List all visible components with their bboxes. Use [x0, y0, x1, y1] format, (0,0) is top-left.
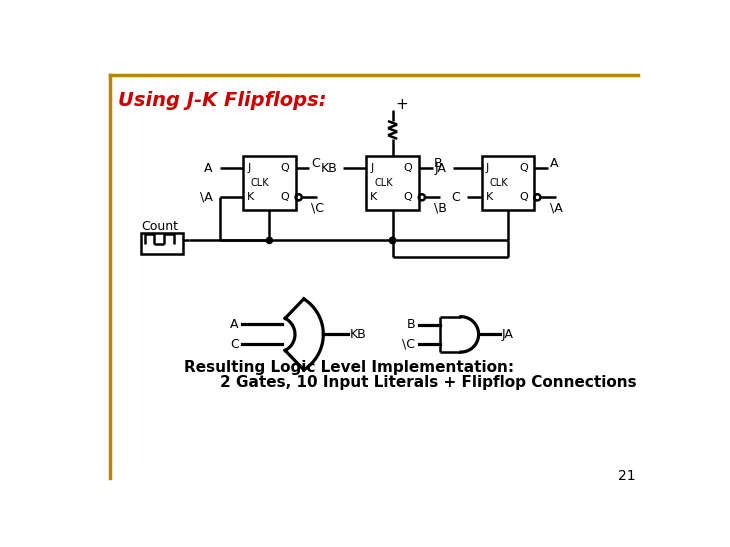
Text: A: A: [550, 157, 558, 170]
Text: Q: Q: [404, 163, 412, 173]
Text: JA: JA: [502, 328, 514, 341]
Text: \A: \A: [200, 191, 212, 204]
Text: C: C: [311, 157, 320, 170]
Text: A: A: [204, 161, 212, 174]
Text: K: K: [370, 193, 377, 202]
Text: Q: Q: [519, 193, 528, 202]
Text: CLK: CLK: [490, 178, 508, 188]
Text: \C: \C: [402, 337, 415, 351]
Text: J: J: [370, 163, 374, 173]
Bar: [482, 156, 534, 210]
Text: 2 Gates, 10 Input Literals + Flipflop Connections: 2 Gates, 10 Input Literals + Flipflop Co…: [199, 375, 637, 389]
Text: J: J: [485, 163, 489, 173]
Text: C: C: [452, 191, 461, 204]
Text: KB: KB: [350, 328, 366, 341]
Text: CLK: CLK: [251, 178, 269, 188]
Text: Q: Q: [280, 193, 289, 202]
Bar: [366, 156, 419, 210]
Text: Q: Q: [519, 163, 528, 173]
Text: C: C: [230, 338, 239, 351]
Text: 21: 21: [618, 469, 636, 483]
Text: Q: Q: [404, 193, 412, 202]
Circle shape: [390, 237, 396, 243]
Circle shape: [390, 237, 396, 243]
Text: Using J-K Flipflops:: Using J-K Flipflops:: [118, 91, 326, 110]
Text: \C: \C: [311, 202, 324, 214]
Text: B: B: [407, 318, 415, 331]
Text: JA: JA: [434, 161, 447, 174]
Circle shape: [266, 237, 272, 243]
Text: K: K: [247, 193, 254, 202]
Text: +: +: [395, 97, 407, 113]
Bar: [141, 232, 183, 254]
Bar: [243, 156, 296, 210]
Text: J: J: [247, 163, 250, 173]
Text: \B: \B: [434, 202, 447, 214]
Text: KB: KB: [320, 161, 337, 174]
Text: \A: \A: [550, 202, 562, 214]
Text: A: A: [230, 318, 239, 331]
Text: CLK: CLK: [374, 178, 393, 188]
Text: Resulting Logic Level Implementation:: Resulting Logic Level Implementation:: [184, 360, 514, 375]
Text: B: B: [434, 157, 443, 170]
Text: Q: Q: [280, 163, 289, 173]
Text: Count: Count: [141, 220, 178, 233]
Text: K: K: [485, 193, 493, 202]
